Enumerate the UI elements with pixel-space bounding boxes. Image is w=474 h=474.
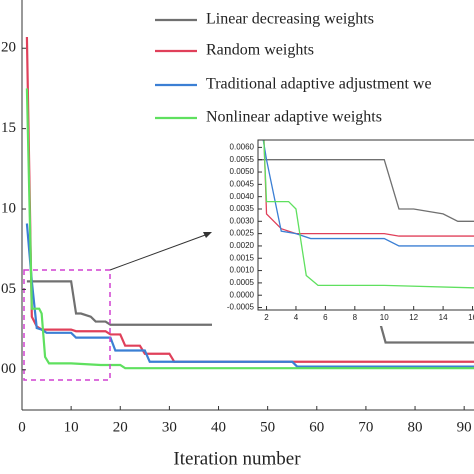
y-tick-label: 0.0015 — [230, 253, 255, 262]
x-tick-label: 70 — [358, 419, 373, 435]
x-tick-label: 30 — [162, 419, 177, 435]
x-tick-label: 6 — [323, 313, 328, 322]
x-tick-label: 80 — [408, 419, 423, 435]
y-tick-label: 10 — [1, 200, 16, 216]
y-tick-label: 0.0025 — [230, 229, 255, 238]
x-tick-label: 40 — [211, 419, 226, 435]
x-tick-label: 4 — [294, 313, 299, 322]
y-tick-label: 0.0020 — [230, 241, 255, 250]
y-tick-label: 05 — [1, 281, 16, 297]
x-tick-label: 2 — [264, 313, 269, 322]
y-tick-label: -0.0005 — [227, 303, 255, 312]
series-line — [262, 140, 474, 247]
y-tick-label: 0.0060 — [230, 143, 255, 152]
x-tick-label: 14 — [439, 313, 448, 322]
main-plot — [25, 36, 474, 370]
y-tick-label: 0.0005 — [230, 278, 255, 287]
y-tick-label: 0.0010 — [230, 266, 255, 275]
series-line — [258, 159, 474, 222]
x-tick-label: 16 — [468, 313, 474, 322]
x-tick-label: 10 — [380, 313, 389, 322]
y-tick-label: 0.0030 — [230, 216, 255, 225]
series-line — [25, 223, 474, 368]
y-tick-label: 0.0040 — [230, 192, 255, 201]
series-line — [25, 88, 474, 370]
series-line — [263, 140, 474, 237]
inset-bg — [212, 136, 474, 326]
series-line — [263, 140, 474, 289]
y-tick-label: 00 — [1, 361, 16, 377]
x-axis-title: Iteration number — [173, 448, 301, 469]
legend-label: Linear decreasing weights — [206, 11, 374, 28]
y-tick-label: 0.0000 — [230, 290, 255, 299]
y-tick-label: 0.0050 — [230, 167, 255, 176]
x-tick-label: 90 — [457, 419, 472, 435]
y-tick-label: 0.0055 — [230, 155, 255, 164]
inset-plot — [258, 140, 474, 289]
arrow-head — [203, 232, 212, 238]
x-tick-label: 0 — [18, 419, 26, 435]
y-tick-label: 0.0045 — [230, 179, 255, 188]
x-tick-label: 20 — [113, 419, 128, 435]
zoom-arrow — [109, 233, 209, 271]
x-tick-label: 8 — [353, 313, 358, 322]
x-tick-label: 50 — [260, 419, 275, 435]
zoom-box — [23, 269, 111, 381]
y-tick-label: 15 — [1, 120, 16, 136]
y-tick-label: 0.0035 — [230, 204, 255, 213]
x-tick-label: 60 — [309, 419, 324, 435]
legend-label: Nonlinear adaptive weights — [206, 109, 382, 126]
x-tick-label: 12 — [409, 313, 418, 322]
labels: 0 10 20 30 40 50 60 70 80 90 00 05 10 15 20 2 4 6 8 10 12 14 1… — [1, 11, 474, 436]
legend-label: Traditional adaptive adjustment we — [206, 76, 432, 93]
y-tick-label: 20 — [1, 40, 16, 56]
series-line — [26, 280, 474, 344]
legend-label: Random weights — [206, 42, 314, 59]
inset-frame — [257, 139, 474, 311]
x-tick-label: 10 — [64, 419, 79, 435]
